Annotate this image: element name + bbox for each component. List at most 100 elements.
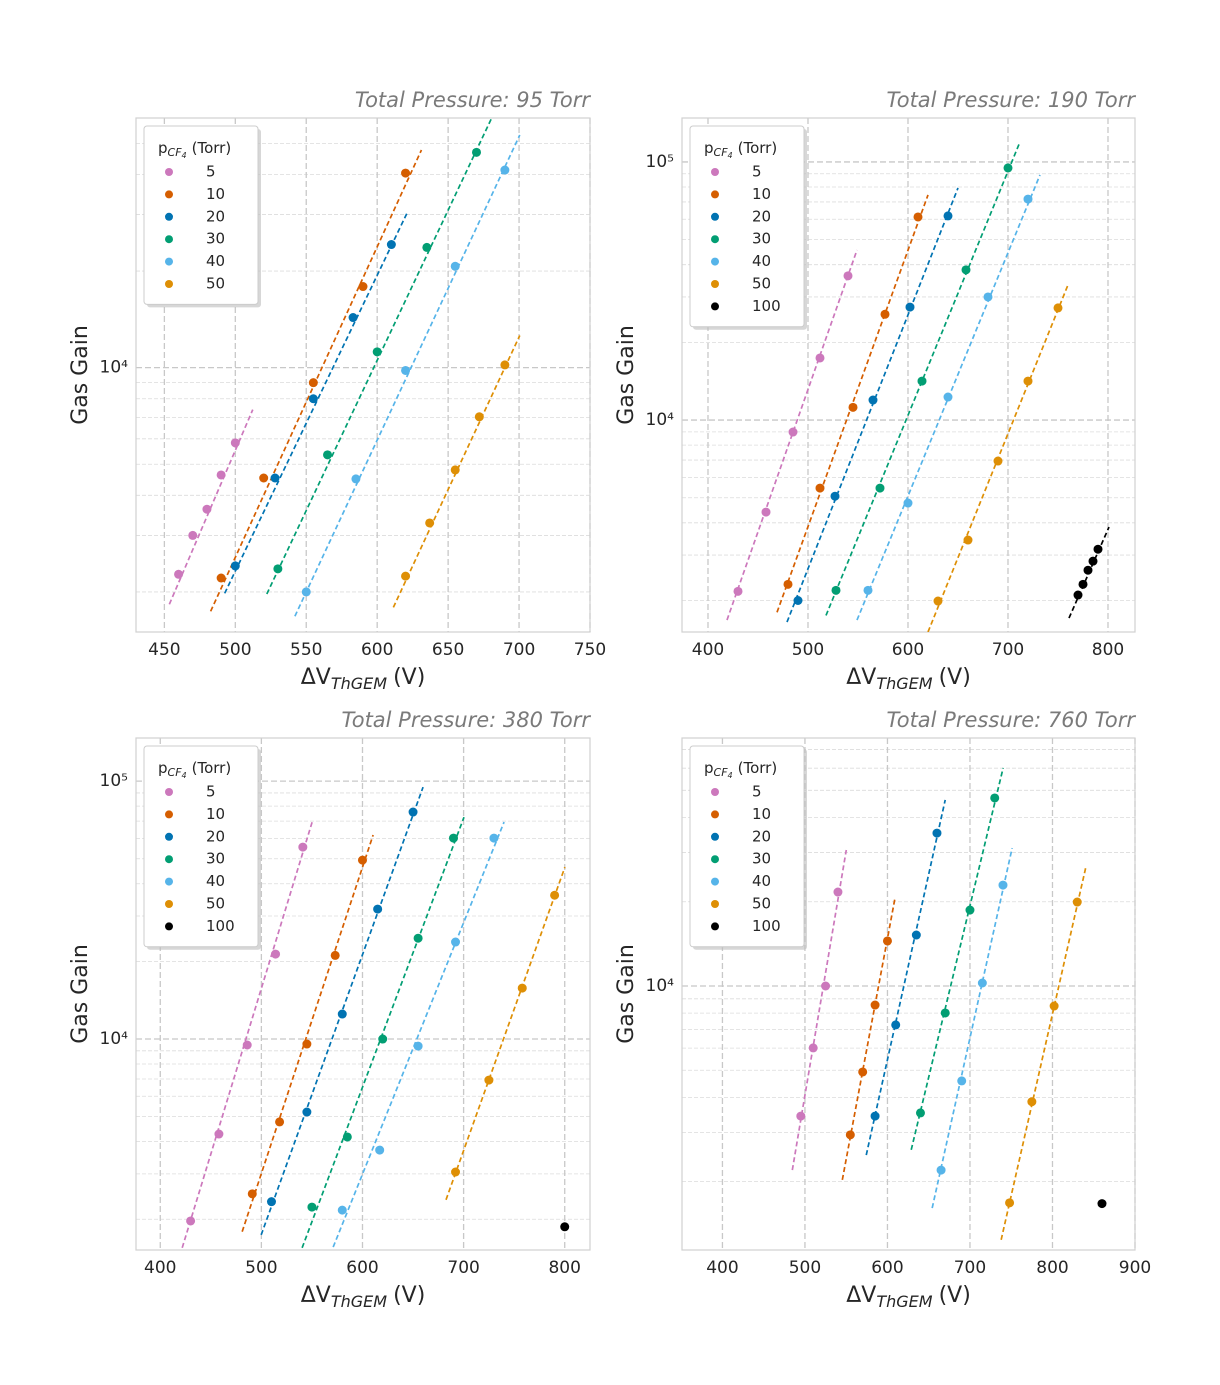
y-tick-label: 10⁴ bbox=[100, 1029, 129, 1049]
data-point bbox=[905, 302, 915, 312]
fit-line bbox=[776, 194, 929, 613]
data-point bbox=[301, 587, 311, 597]
x-axis-label: ΔVThGEM (V) bbox=[846, 665, 971, 693]
data-point bbox=[913, 212, 923, 222]
data-point bbox=[882, 936, 892, 946]
chart-title: Total Pressure: 190 Torr bbox=[886, 88, 1136, 112]
y-axis-label: Gas Gain bbox=[614, 944, 639, 1044]
data-point bbox=[761, 507, 771, 517]
data-layer bbox=[791, 767, 1107, 1240]
data-point bbox=[448, 833, 458, 843]
data-point bbox=[870, 1111, 880, 1121]
data-point bbox=[943, 392, 953, 402]
data-point bbox=[378, 1034, 388, 1044]
data-point bbox=[401, 168, 411, 178]
data-point bbox=[868, 395, 878, 405]
data-point bbox=[1093, 544, 1103, 554]
legend-title-main: p bbox=[704, 139, 714, 157]
data-point bbox=[815, 483, 825, 493]
data-point bbox=[517, 983, 527, 993]
legend-title-subsub: 4 bbox=[728, 151, 733, 160]
data-layer bbox=[168, 118, 521, 617]
data-point bbox=[880, 309, 890, 319]
data-point bbox=[266, 1197, 276, 1207]
legend-title-subsub: 4 bbox=[728, 771, 733, 780]
legend-label: 20 bbox=[752, 207, 771, 225]
legend-marker bbox=[711, 235, 719, 244]
x-tick-label: 700 bbox=[954, 1258, 986, 1278]
data-point bbox=[500, 360, 510, 370]
data-point bbox=[489, 833, 499, 843]
data-point bbox=[963, 535, 973, 545]
data-point bbox=[1097, 1199, 1107, 1209]
legend-label: 100 bbox=[752, 917, 781, 935]
x-tick-label: 500 bbox=[789, 1258, 821, 1278]
x-tick-label: 500 bbox=[219, 640, 251, 660]
data-point bbox=[214, 1129, 224, 1139]
data-point bbox=[401, 571, 411, 581]
x-axis-label-sub: ThGEM bbox=[876, 674, 932, 693]
x-tick-label: 600 bbox=[892, 640, 924, 660]
data-point bbox=[330, 950, 340, 960]
data-point bbox=[270, 473, 280, 483]
fit-line bbox=[181, 821, 313, 1249]
x-tick-label: 400 bbox=[144, 1258, 176, 1278]
data-point bbox=[957, 1076, 967, 1086]
legend-label: 100 bbox=[206, 917, 235, 935]
data-point bbox=[808, 1043, 818, 1053]
legend-marker bbox=[165, 877, 173, 886]
data-point bbox=[940, 1008, 950, 1018]
data-point bbox=[933, 596, 943, 606]
x-tick-label: 400 bbox=[706, 1258, 738, 1278]
data-point bbox=[843, 271, 853, 281]
legend-title: pCF4 (Torr) bbox=[704, 759, 777, 780]
legend-title-subsub: 4 bbox=[182, 771, 187, 780]
x-axis-label-unit: (V) bbox=[939, 665, 971, 690]
legend-title-unit: (Torr) bbox=[192, 139, 232, 157]
legend-marker bbox=[711, 280, 719, 288]
data-point bbox=[1003, 163, 1013, 173]
x-axis-label-main: ΔV bbox=[846, 1283, 876, 1308]
data-point bbox=[1049, 1001, 1059, 1011]
data-point bbox=[830, 491, 840, 501]
data-point bbox=[845, 1130, 855, 1140]
data-point bbox=[342, 1132, 352, 1142]
data-point bbox=[358, 282, 368, 292]
data-point bbox=[425, 518, 435, 528]
legend-title-unit: (Torr) bbox=[738, 139, 778, 157]
fit-line bbox=[223, 211, 409, 594]
legend-label: 30 bbox=[752, 850, 771, 868]
data-point bbox=[271, 949, 281, 959]
legend-title-main: p bbox=[158, 139, 168, 157]
legend-label: 5 bbox=[206, 783, 216, 801]
x-tick-label: 900 bbox=[1119, 1258, 1151, 1278]
data-point bbox=[273, 564, 283, 574]
legend-marker bbox=[711, 257, 719, 266]
axes-frame bbox=[681, 117, 1136, 633]
x-tick-label: 750 bbox=[574, 640, 606, 660]
y-tick-label: 10⁴ bbox=[646, 410, 675, 430]
y-tick-label: 10⁴ bbox=[100, 358, 129, 378]
data-point bbox=[357, 855, 367, 865]
fit-line bbox=[294, 134, 521, 617]
legend-marker bbox=[165, 900, 173, 908]
axes-frame bbox=[135, 737, 591, 1251]
legend-marker bbox=[711, 877, 719, 886]
x-axis-label-unit: (V) bbox=[393, 665, 425, 690]
y-tick-label: 10⁵ bbox=[646, 152, 674, 172]
x-axis-label-unit: (V) bbox=[939, 1283, 971, 1308]
data-point bbox=[1072, 897, 1082, 907]
data-point bbox=[375, 1145, 385, 1155]
data-point bbox=[891, 1020, 901, 1030]
legend-label: 100 bbox=[752, 297, 781, 315]
data-layer bbox=[181, 786, 570, 1249]
legend-title-main: p bbox=[158, 759, 168, 777]
legend-marker bbox=[165, 190, 173, 199]
fit-line bbox=[786, 187, 959, 623]
legend-title: pCF4 (Torr) bbox=[158, 759, 231, 780]
data-point bbox=[302, 1039, 312, 1049]
legend bbox=[143, 745, 259, 948]
data-point bbox=[372, 347, 382, 357]
data-point bbox=[965, 905, 975, 915]
fit-line bbox=[445, 866, 566, 1201]
